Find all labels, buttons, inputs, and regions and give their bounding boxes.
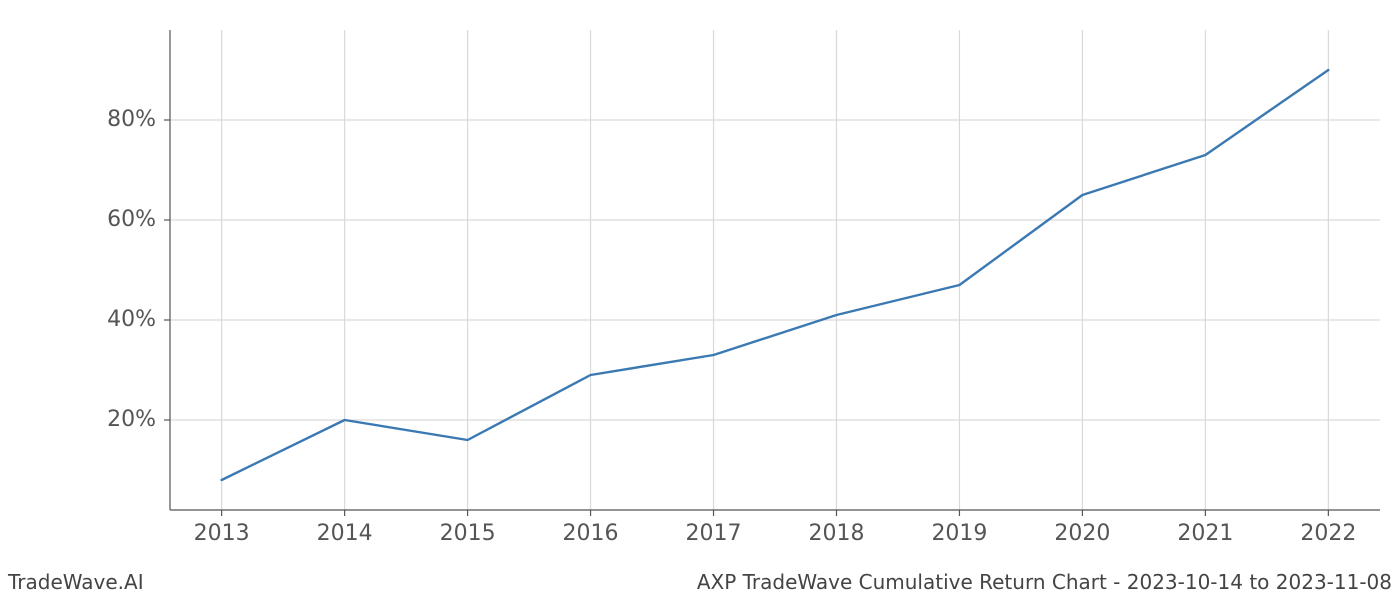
y-tick-label: 20% [107, 407, 156, 432]
x-tick-label: 2018 [808, 521, 864, 546]
branding-text: TradeWave.AI [8, 570, 144, 594]
chart-container: 20% 40% 60% 80% 2013 2014 2015 2016 2017 2018 2019… [0, 0, 1400, 600]
x-tick-label: 2016 [563, 521, 619, 546]
y-tick-label: 40% [107, 307, 156, 332]
chart-caption: AXP TradeWave Cumulative Return Chart - … [697, 570, 1392, 594]
x-tick-label: 2019 [931, 521, 987, 546]
x-tick-label: 2021 [1177, 521, 1233, 546]
y-tick-label: 60% [107, 207, 156, 232]
x-tick-label: 2017 [686, 521, 742, 546]
x-tick-label: 2020 [1054, 521, 1110, 546]
x-tick-label: 2013 [194, 521, 250, 546]
x-tick-label: 2022 [1300, 521, 1356, 546]
x-tick-label: 2015 [440, 521, 496, 546]
x-tick-label: 2014 [317, 521, 373, 546]
y-tick-label: 80% [107, 107, 156, 132]
line-chart: 20% 40% 60% 80% 2013 2014 2015 2016 2017 2018 2019… [0, 0, 1400, 600]
